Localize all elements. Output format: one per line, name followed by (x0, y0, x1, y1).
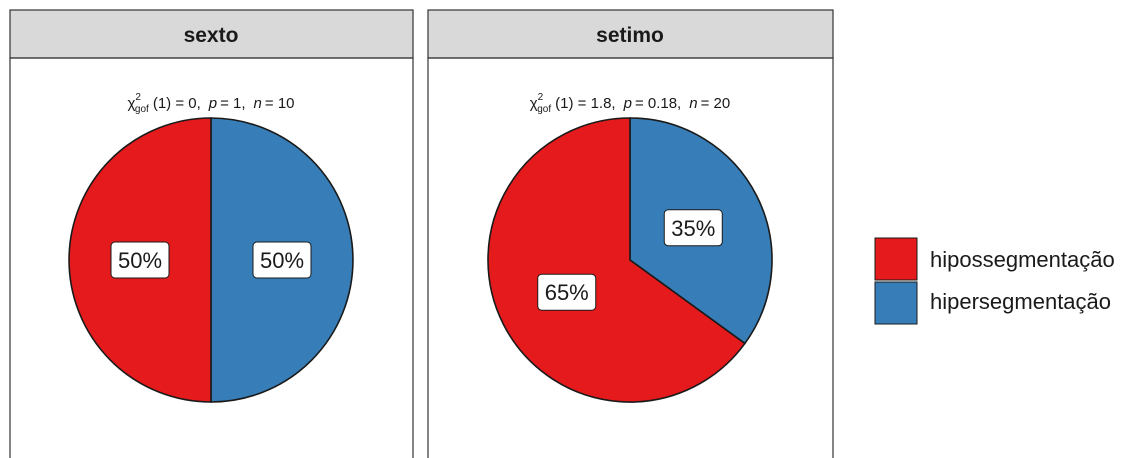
subtitle-p-value: = 0.18, (635, 95, 681, 112)
subtitle-n-value: = 20 (701, 95, 731, 112)
subtitle-n-symbol: n (254, 95, 262, 112)
subtitle-p-symbol: p (623, 95, 632, 112)
subtitle-n-value: = 10 (265, 95, 295, 112)
legend-label-hipossegmentacao: hipossegmentação (930, 247, 1115, 272)
chart-subtitle-setimo: χ2 gof (1) = 1.8, p = 0.18, n = 20 (530, 92, 730, 115)
subtitle-sub: gof (537, 104, 551, 115)
legend-key-hipossegmentacao (874, 237, 918, 281)
subtitle-n-symbol: n (689, 95, 697, 112)
slice-label-box-hipossegmentacao (537, 273, 597, 311)
subtitle-sub: gof (135, 104, 149, 115)
facet-title-sexto: sexto (184, 24, 239, 47)
subtitle-p-value: = 1, (220, 95, 245, 112)
slice-label-hipersegmentacao: 50% (260, 248, 304, 273)
subtitle-df: (1) = 1.8, (555, 95, 615, 112)
slice-label-hipersegmentacao: 35% (671, 216, 715, 241)
facet-panel-border-sexto (9, 57, 414, 458)
facet-strip-bg-sexto (9, 9, 414, 59)
slice-label-hipossegmentacao: 65% (545, 280, 589, 305)
slice-label-box-hipersegmentacao (663, 209, 723, 247)
subtitle-chi: χ (530, 95, 538, 112)
pie-slice-hipossegmentacao (487, 117, 746, 403)
subtitle-sup: 2 (135, 92, 141, 103)
pie-sexto: 50% 50% (68, 117, 354, 403)
subtitle-df: (1) = 0, (153, 95, 201, 112)
slice-label-hipossegmentacao: 50% (118, 248, 162, 273)
legend-key-hipersegmentacao (874, 281, 918, 325)
facet-panel-sexto: sexto χ2 gof (1) = 0, p = 1, n = 10 50% 50% (9, 9, 414, 458)
facet-panel-setimo: setimo χ2 gof (1) = 1.8, p = 0.18, n = 20 35% 6… (427, 9, 834, 458)
subtitle-sup: 2 (538, 92, 544, 103)
subtitle-p-symbol: p (208, 95, 217, 112)
chart-subtitle-sexto: χ2 gof (1) = 0, p = 1, n = 10 (127, 92, 294, 115)
facet-strip-bg-setimo (427, 9, 834, 59)
legend: hipossegmentação hipersegmentação (874, 237, 1115, 325)
slice-label-box-hipossegmentacao (110, 241, 170, 279)
facet-title-setimo: setimo (596, 24, 664, 47)
facet-panel-border-setimo (427, 57, 834, 458)
pie-setimo: 35% 65% (487, 117, 773, 403)
subtitle-chi: χ (127, 95, 135, 112)
slice-label-box-hipersegmentacao (252, 241, 312, 279)
legend-label-hipersegmentacao: hipersegmentação (930, 289, 1111, 314)
